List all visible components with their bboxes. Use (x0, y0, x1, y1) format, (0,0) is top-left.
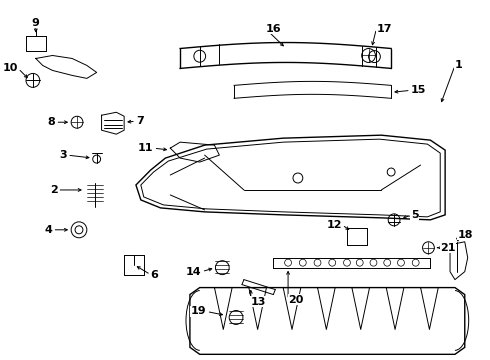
Text: 12: 12 (326, 220, 342, 230)
Text: 21: 21 (440, 243, 456, 253)
Text: 6: 6 (150, 270, 159, 280)
Text: 19: 19 (191, 306, 207, 316)
Text: 1: 1 (455, 60, 463, 71)
Text: 15: 15 (411, 85, 426, 95)
Text: 14: 14 (186, 267, 202, 276)
Text: 13: 13 (251, 297, 266, 306)
Text: 3: 3 (60, 150, 67, 160)
Text: 20: 20 (288, 294, 303, 305)
Text: 11: 11 (138, 143, 153, 153)
Text: 9: 9 (32, 18, 40, 28)
Text: 16: 16 (266, 24, 281, 33)
Text: 10: 10 (3, 63, 18, 73)
Text: 2: 2 (49, 185, 57, 195)
Text: 17: 17 (376, 24, 392, 33)
Text: 5: 5 (411, 210, 418, 220)
Text: 4: 4 (45, 225, 52, 235)
Text: 7: 7 (136, 116, 144, 126)
Text: 8: 8 (48, 117, 55, 127)
Text: 18: 18 (458, 230, 473, 240)
